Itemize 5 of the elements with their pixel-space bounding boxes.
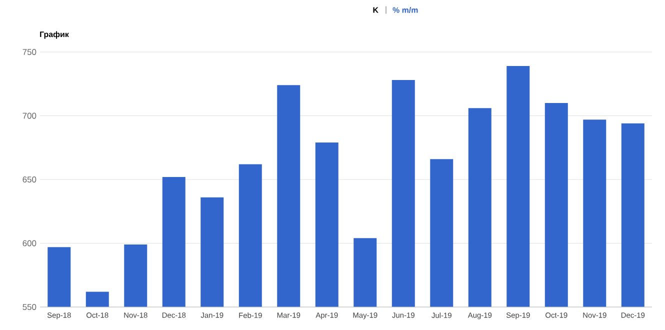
- y-tick-label: 550: [22, 304, 36, 310]
- y-tick-label: 650: [22, 176, 36, 182]
- y-tick-label: 700: [22, 112, 36, 119]
- y-tick-label: 600: [22, 240, 36, 246]
- y-tick-label: 750: [22, 49, 36, 55]
